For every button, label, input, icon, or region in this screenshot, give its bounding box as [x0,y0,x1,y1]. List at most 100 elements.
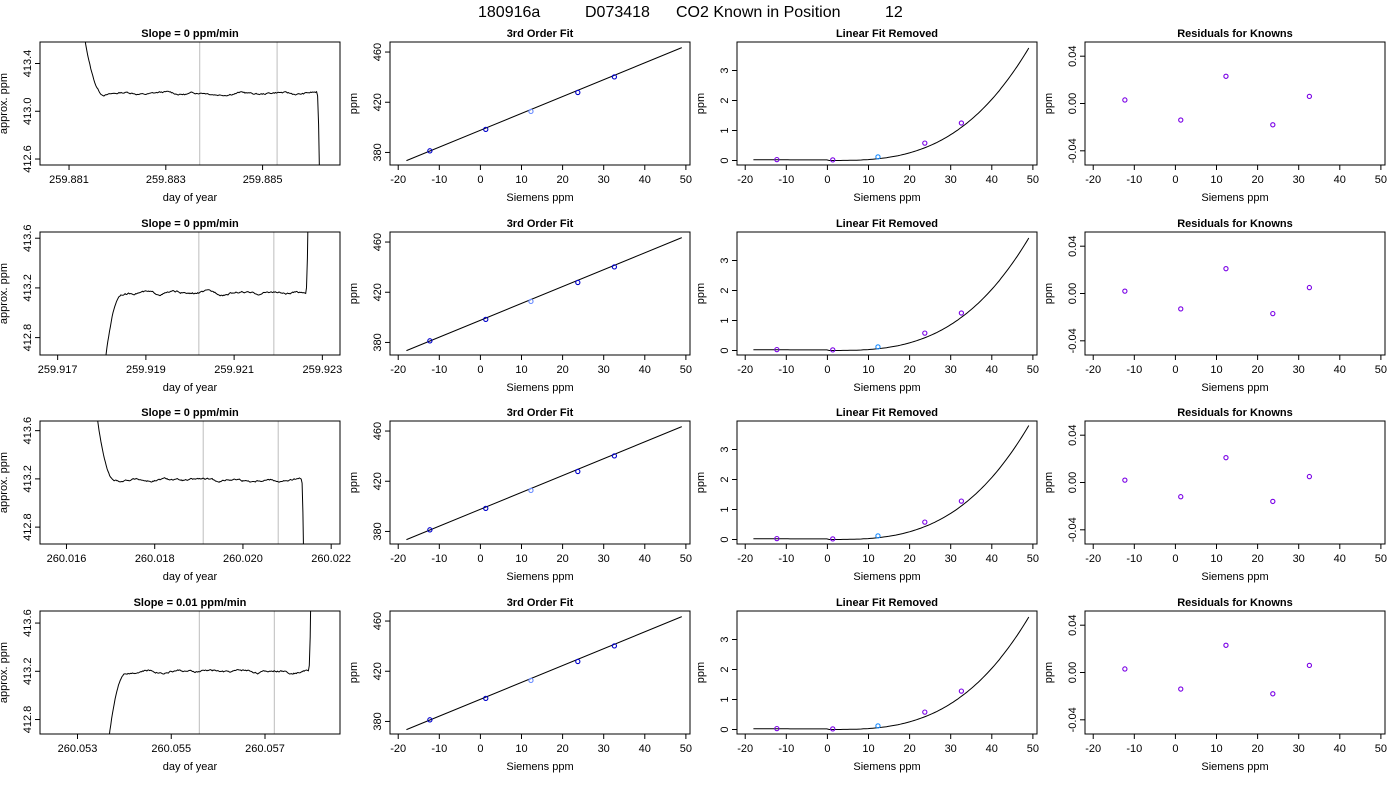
x-tick-label: 30 [598,364,610,376]
plot-area [406,47,682,162]
y-tick-label: -0.04 [1067,138,1079,163]
x-tick-label: 259.921 [214,364,254,376]
data-point [830,726,836,732]
data-point [611,74,618,80]
x-tick-label: -10 [1126,743,1142,755]
x-tick-label: 10 [1210,743,1222,755]
data-point [1122,477,1128,483]
plot-area [753,237,1030,353]
data-point [611,264,618,270]
x-axis-label: Siemens ppm [506,192,573,204]
y-axis-label: approx. ppm [0,452,10,513]
plot-frame [39,231,341,356]
x-tick-label: 260.055 [151,743,191,755]
y-tick-label: 380 [372,522,384,540]
x-axis-label: Siemens ppm [853,382,920,394]
x-tick-label: 259.917 [38,364,78,376]
x-tick-label: 40 [986,553,998,565]
x-tick-label: 40 [986,174,998,186]
trace-line [105,232,309,355]
y-tick-label: 420 [372,472,384,490]
x-tick-label: 50 [1375,553,1387,565]
y-tick-label: -0.04 [1067,328,1079,353]
x-tick-label: 0 [477,743,483,755]
y-tick-label: 420 [372,93,384,111]
x-tick-label: -10 [778,743,794,755]
panel-r4-res: Residuals for Knowns Siemens ppm ppm -20 -10… [1043,597,1387,773]
data-point [1223,73,1229,79]
x-tick-label: -20 [737,743,753,755]
panel-title: Linear Fit Removed [836,218,938,230]
x-tick-label: -20 [737,174,753,186]
y-tick-label: 412.8 [22,513,34,541]
x-axis-label: day of year [163,761,218,773]
x-tick-label: 259.919 [126,364,166,376]
data-point [483,695,489,702]
data-point [528,108,534,115]
x-tick-label: 259.885 [243,174,283,186]
x-tick-label: 259.923 [302,364,342,376]
x-tick-label: 50 [1027,553,1039,565]
plot-frame [389,420,691,545]
x-tick-label: 10 [515,553,527,565]
x-tick-label: 10 [515,743,527,755]
y-tick-label: 2 [719,666,731,672]
y-axis-label: ppm [348,283,360,304]
x-axis-label: Siemens ppm [1201,192,1268,204]
plot-area [1122,266,1313,317]
y-tick-label: 412.6 [22,145,34,173]
plot-frame [736,420,1038,545]
data-point [830,347,836,353]
x-tick-label: -10 [431,553,447,565]
data-point [1306,662,1313,669]
fit-line [406,47,682,162]
x-tick-label: 50 [1027,174,1039,186]
x-tick-label: 20 [903,174,915,186]
data-point [1122,288,1128,294]
panel-grid: Slope = 0 ppm/min day of year approx. ppm 2… [0,28,1387,773]
x-tick-label: -20 [1085,174,1101,186]
panel-title: 3rd Order Fit [507,218,574,230]
y-axis-label: approx. ppm [0,642,10,703]
x-tick-label: 50 [680,553,692,565]
data-point [1178,117,1184,123]
panel-r3-res: Residuals for Knowns Siemens ppm ppm -20 -10… [1043,407,1387,583]
plot-area [406,426,682,541]
data-point [427,148,433,154]
x-tick-label: -20 [390,743,406,755]
trace-line [84,42,320,165]
x-tick-label: 40 [986,364,998,376]
plot-area [753,616,1030,732]
y-tick-label: 413.6 [22,224,34,252]
plot-area [1122,455,1313,505]
y-tick-label: 2 [719,97,731,103]
x-tick-label: -20 [390,553,406,565]
x-tick-label: 10 [515,174,527,186]
x-tick-label: 20 [556,174,568,186]
x-tick-label: 20 [903,743,915,755]
y-tick-label: 380 [372,712,384,730]
plot-area [108,611,312,734]
data-point [774,535,780,542]
y-axis-label: ppm [1043,662,1055,683]
x-tick-label: 30 [1293,174,1305,186]
y-tick-label: 413.2 [22,658,34,686]
panel-r4-fit: 3rd Order Fit Siemens ppm ppm -20 -10 0 10 20 30… [348,597,692,773]
data-point [575,279,581,286]
x-axis-label: Siemens ppm [853,192,920,204]
x-tick-label: 50 [1375,174,1387,186]
x-tick-label: 0 [1172,174,1178,186]
x-tick-label: 20 [556,364,568,376]
plot-area [105,232,309,355]
data-point [958,498,965,504]
data-point [922,519,928,525]
y-tick-label: 413.2 [22,274,34,302]
data-point [1178,306,1184,312]
x-tick-label: 260.022 [311,553,351,565]
x-axis-label: Siemens ppm [1201,382,1268,394]
y-tick-label: 380 [372,143,384,161]
y-tick-label: 413.6 [22,417,34,445]
y-tick-label: 460 [372,612,384,630]
data-point [575,89,581,96]
